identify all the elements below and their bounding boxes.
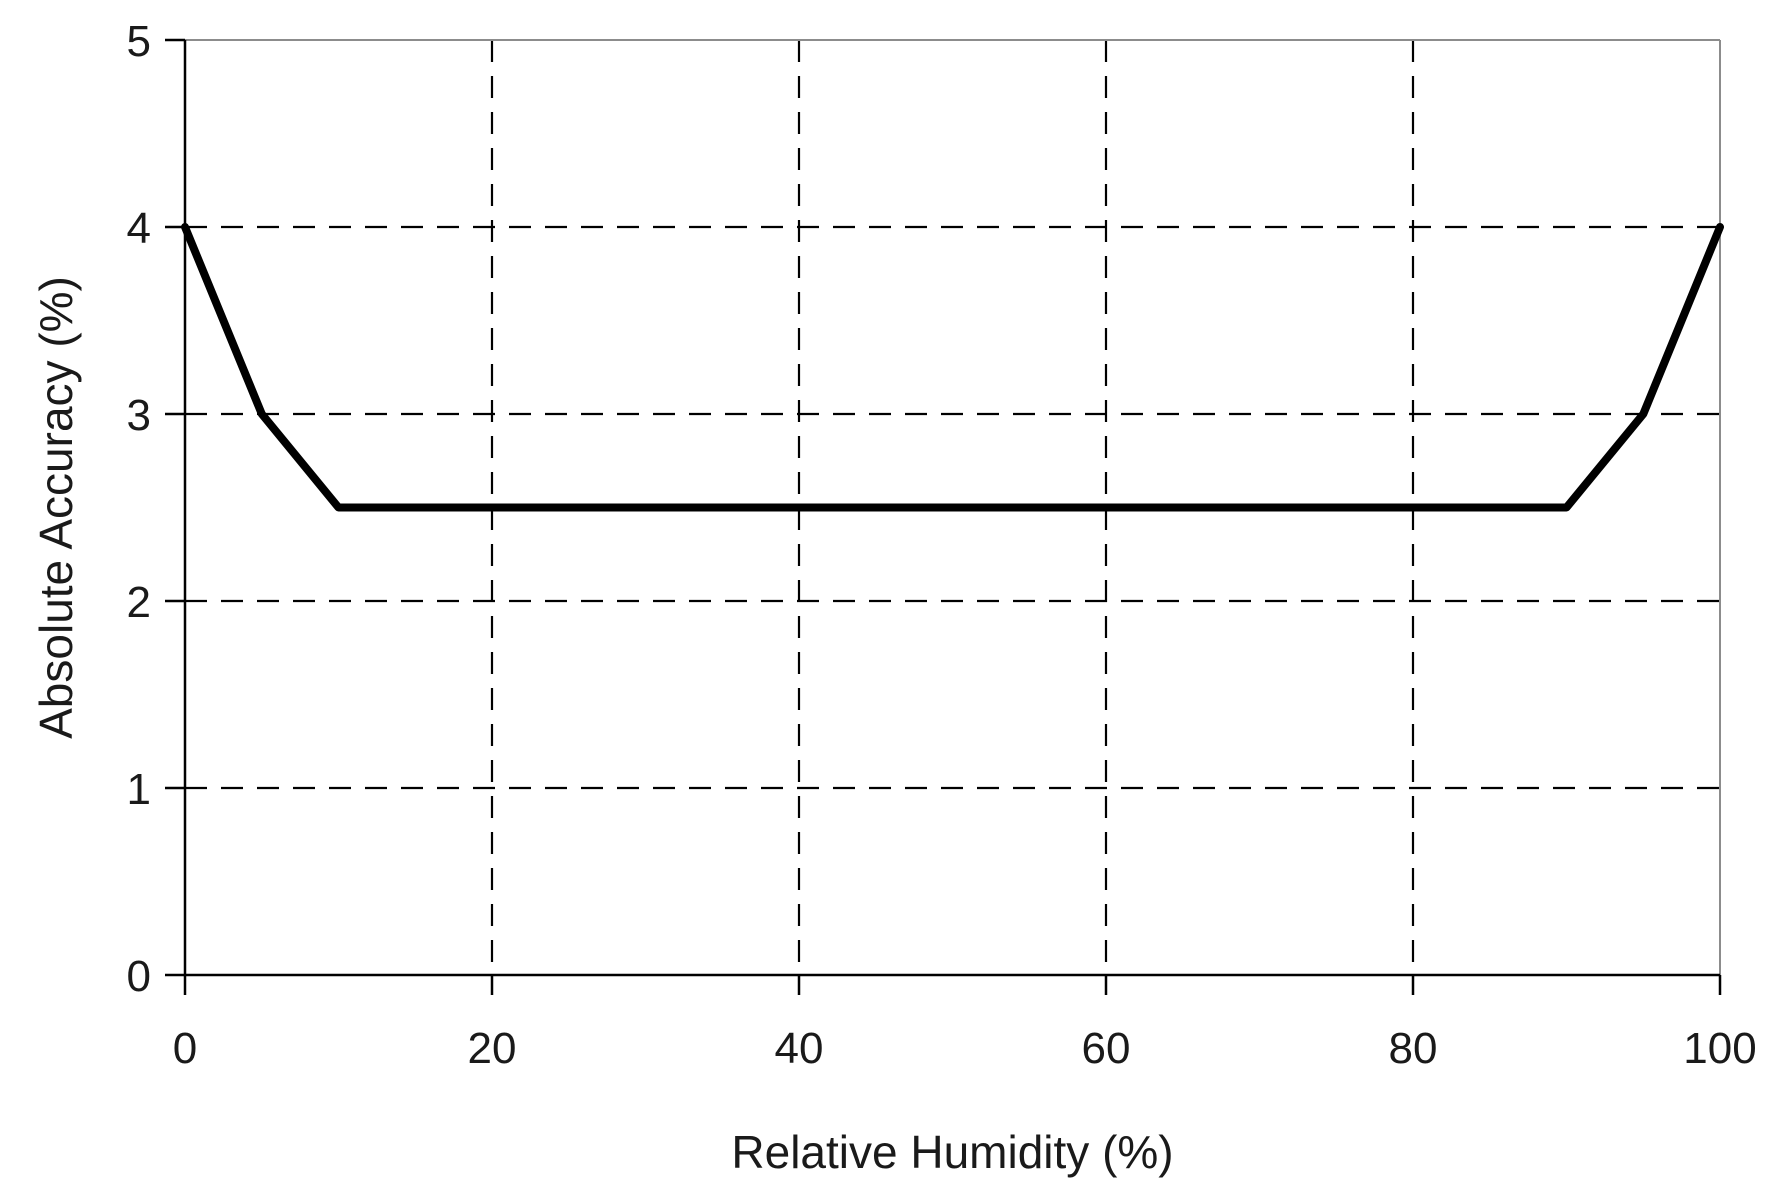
y-tick-label-5: 5 <box>127 17 151 66</box>
y-tick-label-4: 4 <box>127 204 151 253</box>
series-line-0 <box>185 227 1720 508</box>
y-tick-label-0: 0 <box>127 952 151 1001</box>
y-tick-label-3: 3 <box>127 391 151 440</box>
x-tick-label-80: 80 <box>1389 1024 1438 1073</box>
y-axis-title: Absolute Accuracy (%) <box>30 276 82 739</box>
y-tick-label-2: 2 <box>127 578 151 627</box>
axes <box>165 40 1720 995</box>
tick-labels: 0 1 2 3 4 5 0 20 40 60 80 100 <box>127 17 1757 1073</box>
x-tick-label-20: 20 <box>468 1024 517 1073</box>
x-axis-title: Relative Humidity (%) <box>731 1126 1173 1178</box>
x-tick-label-0: 0 <box>173 1024 197 1073</box>
y-tick-label-1: 1 <box>127 765 151 814</box>
x-tick-label-100: 100 <box>1683 1024 1756 1073</box>
series-layer <box>185 227 1720 508</box>
x-tick-label-40: 40 <box>775 1024 824 1073</box>
x-tick-label-60: 60 <box>1082 1024 1131 1073</box>
